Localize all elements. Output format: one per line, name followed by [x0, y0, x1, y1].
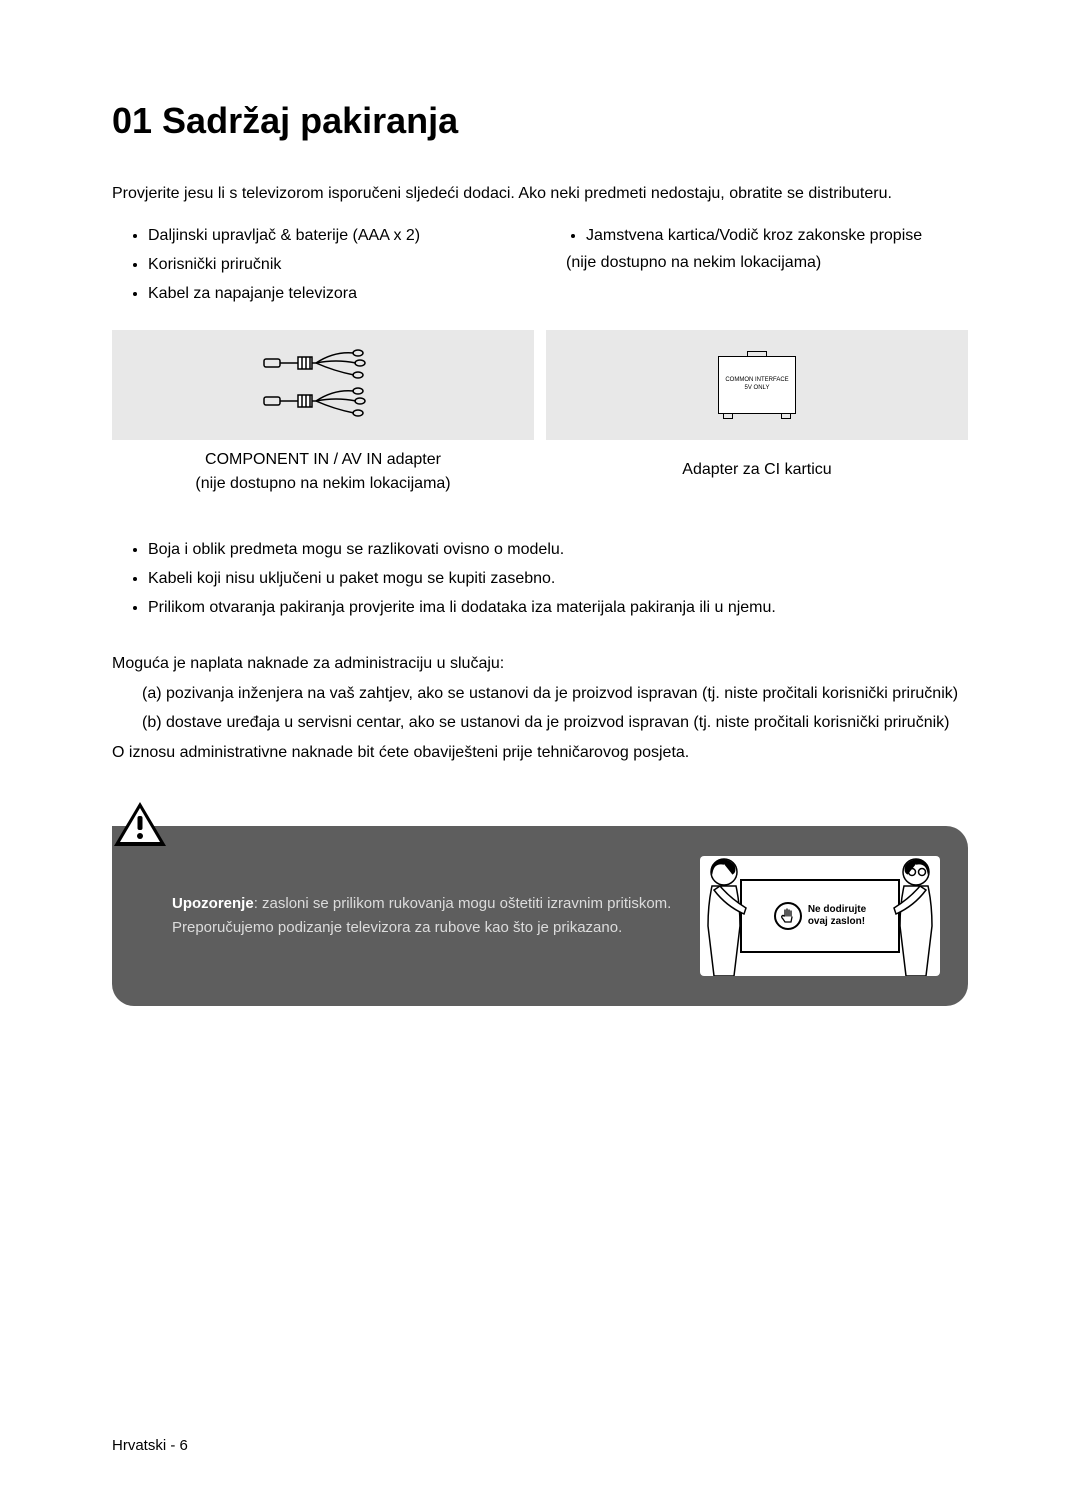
warning-box: Upozorenje: zasloni se prilikom rukovanj…: [112, 826, 968, 1006]
caption-component: COMPONENT IN / AV IN adapter (nije dostu…: [112, 448, 534, 496]
ci-adapter-image: COMMON INTERFACE 5V ONLY: [546, 330, 968, 440]
fee-b: (b) dostave uređaja u servisni centar, a…: [112, 710, 968, 736]
tv-screen-icon: Ne dodirujte ovaj zaslon!: [740, 879, 900, 953]
person-left-icon: [694, 856, 754, 976]
intro-text: Provjerite jesu li s televizorom isporuč…: [112, 182, 968, 206]
fee-section: Moguća je naplata naknade za administrac…: [112, 651, 968, 765]
accessory-images: COMMON INTERFACE 5V ONLY: [112, 330, 968, 440]
left-list: Daljinski upravljač & baterije (AAA x 2)…: [112, 222, 530, 308]
list-item: Daljinski upravljač & baterije (AAA x 2): [148, 222, 530, 249]
accessory-lists: Daljinski upravljač & baterije (AAA x 2)…: [112, 222, 968, 310]
tv-warning-text: Ne dodirujte ovaj zaslon!: [808, 904, 866, 928]
list-item: Prilikom otvaranja pakiranja provjerite …: [148, 594, 968, 621]
person-right-icon: [886, 856, 946, 976]
right-list: Jamstvena kartica/Vodič kroz zakonske pr…: [550, 222, 968, 249]
warning-container: Upozorenje: zasloni se prilikom rukovanj…: [112, 826, 968, 1006]
page-footer: Hrvatski - 6: [112, 1437, 188, 1454]
ci-box-icon: COMMON INTERFACE 5V ONLY: [718, 356, 796, 414]
right-note: (nije dostupno na nekim lokacijama): [550, 251, 968, 275]
notes-list: Boja i oblik predmeta mogu se razlikovat…: [112, 536, 968, 622]
caption-row: COMPONENT IN / AV IN adapter (nije dostu…: [112, 448, 968, 496]
warning-illustration: Ne dodirujte ovaj zaslon!: [700, 856, 940, 976]
warning-text: Upozorenje: zasloni se prilikom rukovanj…: [172, 892, 680, 940]
list-item: Kabel za napajanje televizora: [148, 280, 530, 307]
list-item: Boja i oblik predmeta mogu se razlikovat…: [148, 536, 968, 563]
cable-icon: [258, 345, 388, 425]
caption-ci: Adapter za CI karticu: [546, 448, 968, 496]
component-adapter-image: [112, 330, 534, 440]
fee-out: O iznosu administrativne naknade bit ćet…: [112, 740, 968, 766]
fee-a: (a) pozivanja inženjera na vaš zahtjev, …: [112, 681, 968, 707]
no-touch-icon: [774, 902, 802, 930]
page-heading: 01 Sadržaj pakiranja: [112, 100, 968, 142]
list-item: Jamstvena kartica/Vodič kroz zakonske pr…: [586, 222, 968, 249]
warning-icon: [112, 800, 168, 850]
list-item: Kabeli koji nisu uključeni u paket mogu …: [148, 565, 968, 592]
fee-intro: Moguća je naplata naknade za administrac…: [112, 651, 968, 677]
list-item: Korisnički priručnik: [148, 251, 530, 278]
